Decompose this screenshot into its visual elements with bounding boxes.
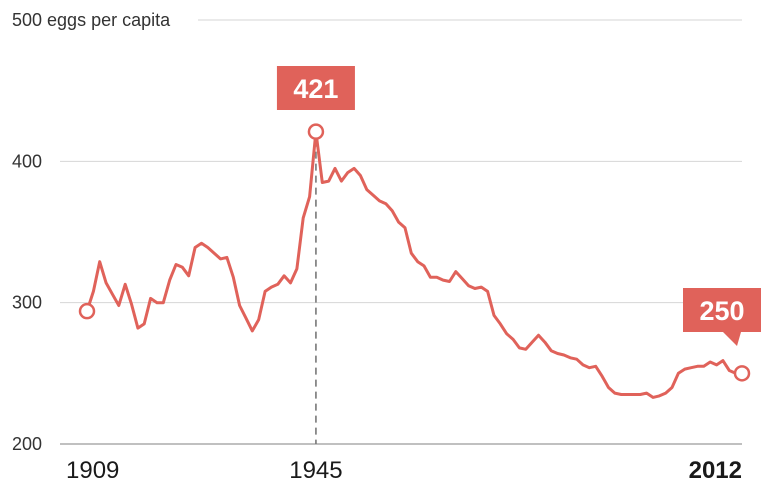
y-tick-label-300: 300 bbox=[12, 293, 42, 313]
y-tick-label-200: 200 bbox=[12, 434, 42, 454]
x-tick-labels: 1909 1945 2012 bbox=[66, 457, 742, 484]
y-tick-label-400: 400 bbox=[12, 151, 42, 171]
callout-end-box bbox=[683, 288, 761, 332]
callout-peak-box bbox=[276, 66, 355, 110]
series-line bbox=[85, 130, 744, 399]
gridlines bbox=[60, 19, 742, 445]
callouts: 421 250 bbox=[276, 66, 761, 346]
callout-end-label: 250 bbox=[699, 296, 744, 326]
peak-point-marker bbox=[307, 123, 325, 140]
start-point-marker bbox=[78, 302, 96, 320]
y-tick-label-500: 500 eggs per capita bbox=[12, 10, 171, 30]
x-tick-label-1945: 1945 bbox=[289, 457, 342, 484]
callout-end-pointer bbox=[723, 332, 741, 346]
x-tick-label-2012: 2012 bbox=[689, 457, 742, 484]
end-point-marker bbox=[733, 365, 751, 382]
x-tick-label-1909: 1909 bbox=[66, 457, 119, 484]
callout-peak-label: 421 bbox=[293, 74, 338, 104]
callout-peak: 421 bbox=[276, 66, 355, 110]
point-markers bbox=[78, 123, 751, 382]
callout-end: 250 bbox=[683, 288, 761, 346]
y-tick-labels: 200 300 400 500 eggs per capita bbox=[12, 10, 171, 454]
